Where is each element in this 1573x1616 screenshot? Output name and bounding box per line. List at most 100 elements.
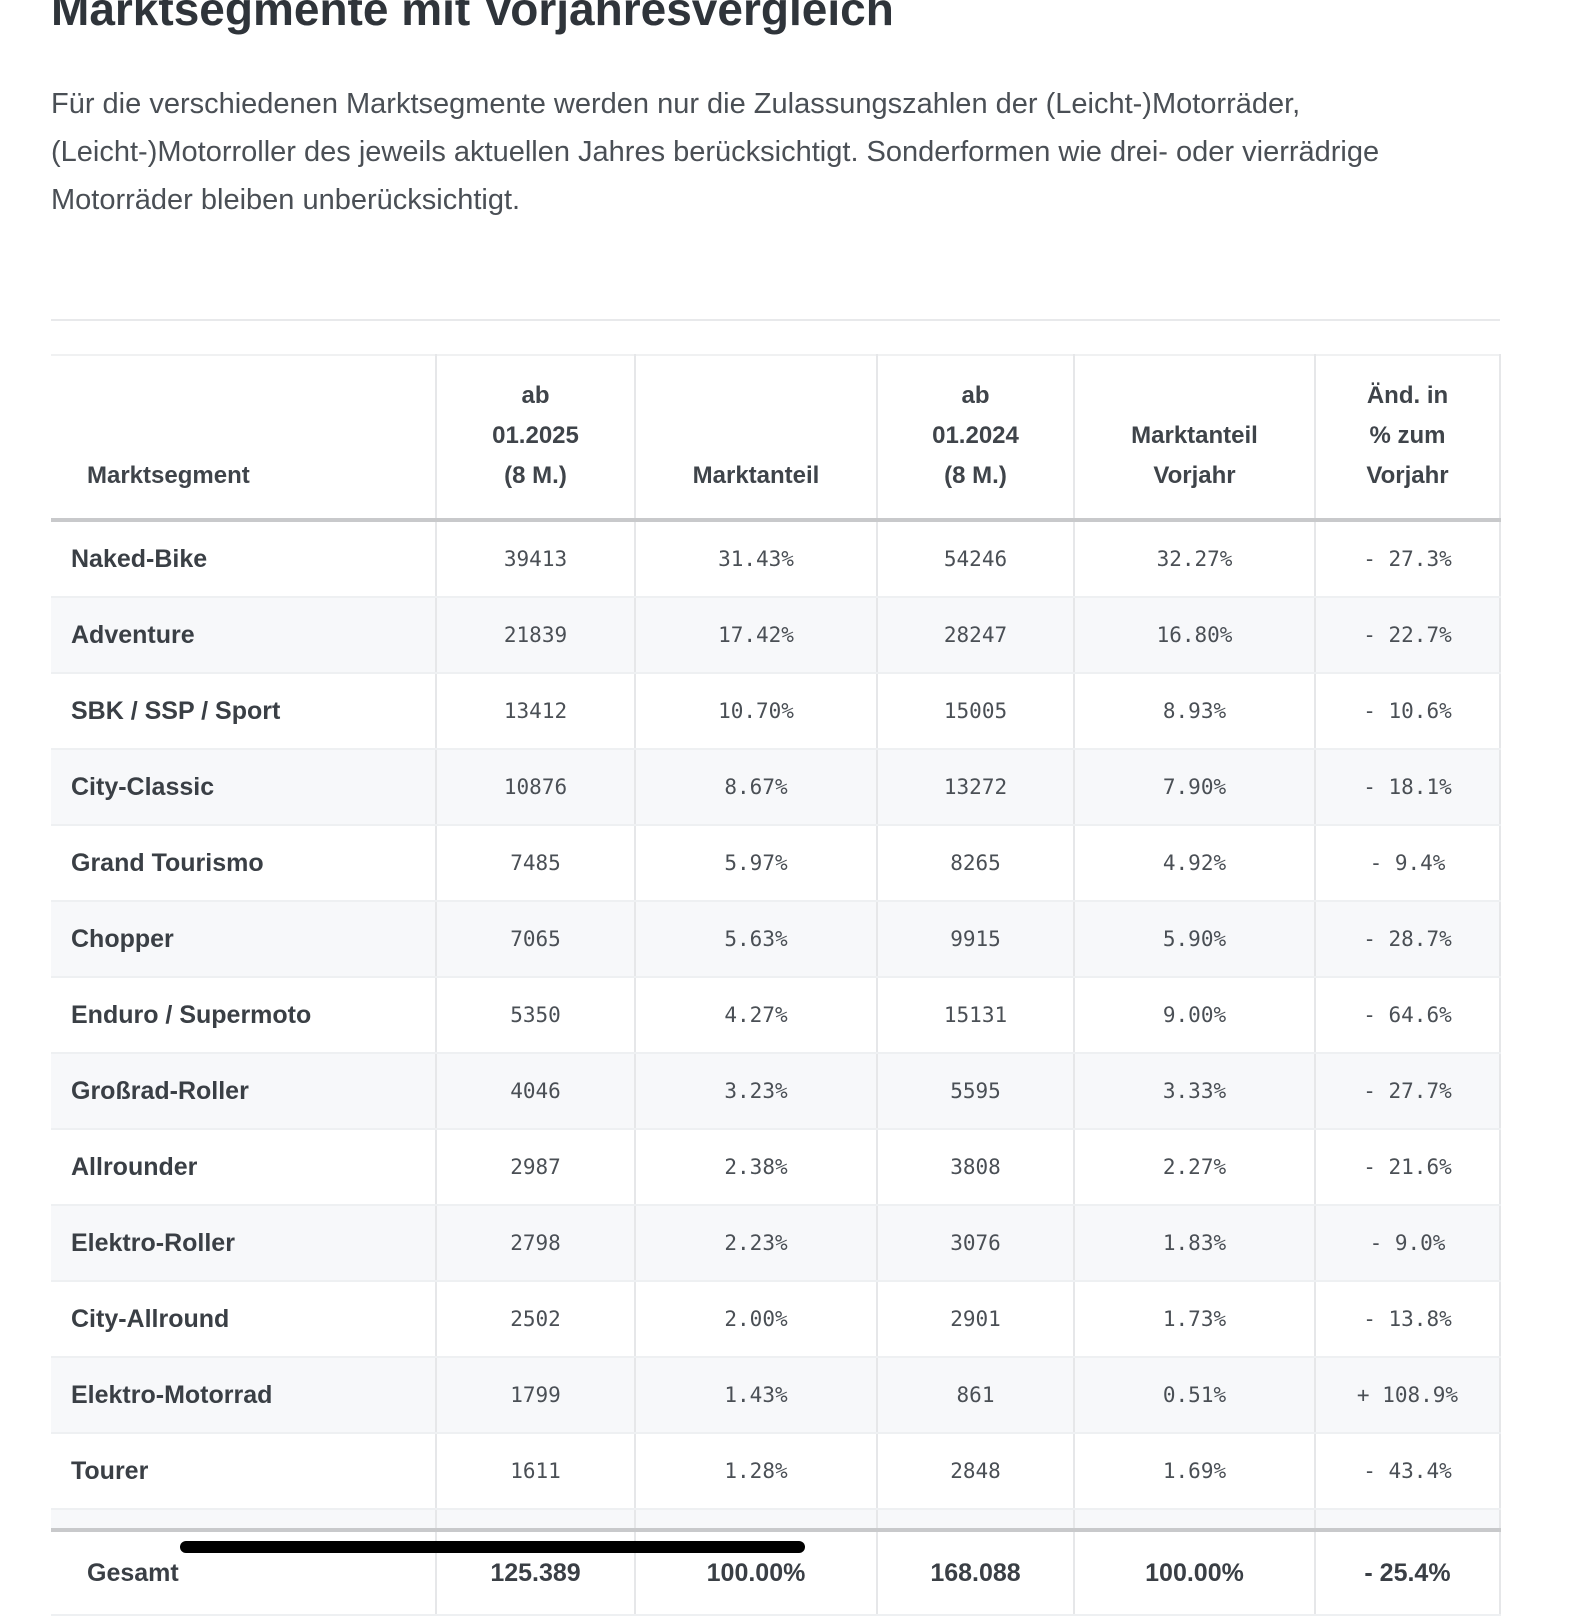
cell-value: 32.27%	[1074, 520, 1316, 598]
column-header-text: Vorjahr	[1153, 462, 1236, 489]
segment-name: Naked-Bike	[51, 520, 437, 598]
cell-value: 1.43%	[635, 1357, 878, 1434]
table-row: Grand Tourismo 7485 5.97% 8265 4.92% - 9.4%	[51, 825, 1501, 902]
table-row: City-Classic 10876 8.67% 13272 7.90% - 18.1%	[51, 749, 1501, 826]
cell-value: 1.73%	[1074, 1281, 1316, 1358]
cell-value: 1.83%	[1074, 1205, 1316, 1282]
cell-value: 17.42%	[635, 597, 878, 674]
cell-value: 4046	[436, 1053, 636, 1130]
cell-value: - 27.7%	[1315, 1053, 1501, 1130]
cell-value: 5.90%	[1074, 901, 1316, 978]
table-row: Elektro-Motorrad 1799 1.43% 861 0.51% + 108.9…	[51, 1357, 1501, 1434]
column-header: Marktanteil	[635, 354, 878, 520]
cell-value: - 9.0%	[1315, 1205, 1501, 1282]
segment-name: City-Classic	[51, 749, 437, 826]
cell-value: 13272	[877, 749, 1075, 826]
cell-value: 5350	[436, 977, 636, 1054]
table-row: Elektro-Roller 2798 2.23% 3076 1.83% - 9.0%	[51, 1205, 1501, 1282]
cell-value: - 28.7%	[1315, 901, 1501, 978]
empty-cell	[51, 1509, 437, 1531]
column-header-text: Marktsegment	[87, 462, 250, 489]
cell-value: 100.00%	[1074, 1530, 1316, 1616]
segment-name: Elektro-Roller	[51, 1205, 437, 1282]
cell-value: 168.088	[877, 1530, 1075, 1616]
home-indicator[interactable]	[180, 1541, 805, 1553]
column-header-text: (8 M.)	[944, 462, 1007, 489]
cell-value: 2.23%	[635, 1205, 878, 1282]
empty-cell	[436, 1509, 636, 1531]
table-row: Tourer 1611 1.28% 2848 1.69% - 43.4%	[51, 1433, 1501, 1510]
cell-value: 1.28%	[635, 1433, 878, 1510]
empty-cell	[1074, 1509, 1316, 1531]
cell-value: - 21.6%	[1315, 1129, 1501, 1206]
cell-value: 1.69%	[1074, 1433, 1316, 1510]
column-header-text: ab	[521, 382, 550, 409]
cell-value: 2.38%	[635, 1129, 878, 1206]
table-row: SBK / SSP / Sport 13412 10.70% 15005 8.93% - …	[51, 673, 1501, 750]
cell-value: 9915	[877, 901, 1075, 978]
cell-value: 8.67%	[635, 749, 878, 826]
cell-value: - 10.6%	[1315, 673, 1501, 750]
cell-value: 10.70%	[635, 673, 878, 750]
column-header-text: ab	[961, 382, 990, 409]
cell-value: 15005	[877, 673, 1075, 750]
column-header: Marktsegment	[51, 354, 437, 520]
segment-name: Adventure	[51, 597, 437, 674]
cell-value: - 13.8%	[1315, 1281, 1501, 1358]
table-row: Chopper 7065 5.63% 9915 5.90% - 28.7%	[51, 901, 1501, 978]
cell-value: 28247	[877, 597, 1075, 674]
cell-value: 3.23%	[635, 1053, 878, 1130]
cell-value: 7.90%	[1074, 749, 1316, 826]
cell-value: 2798	[436, 1205, 636, 1282]
column-header: ab 01.2024 (8 M.)	[877, 354, 1075, 520]
cell-value: 15131	[877, 977, 1075, 1054]
empty-cell	[635, 1509, 878, 1531]
cell-value: 5.63%	[635, 901, 878, 978]
cell-value: 9.00%	[1074, 977, 1316, 1054]
cell-value: - 25.4%	[1315, 1530, 1501, 1616]
page-title: Marktsegmente mit Vorjahresvergleich	[51, 0, 894, 35]
cell-value: 39413	[436, 520, 636, 598]
cell-value: 2502	[436, 1281, 636, 1358]
table-row: Allrounder 2987 2.38% 3808 2.27% - 21.6%	[51, 1129, 1501, 1206]
divider	[51, 319, 1500, 321]
segment-name: Elektro-Motorrad	[51, 1357, 437, 1434]
column-header: Marktanteil Vorjahr	[1074, 354, 1316, 520]
empty-cell	[1315, 1509, 1501, 1531]
cell-value: 3808	[877, 1129, 1075, 1206]
cell-value: 7485	[436, 825, 636, 902]
cell-value: + 108.9%	[1315, 1357, 1501, 1434]
cell-value: 21839	[436, 597, 636, 674]
column-header-text: 01.2024	[932, 422, 1019, 449]
spacer-row	[51, 1509, 1501, 1531]
column-header-text: Vorjahr	[1366, 462, 1449, 489]
column-header: ab 01.2025 (8 M.)	[436, 354, 636, 520]
cell-value: 2.27%	[1074, 1129, 1316, 1206]
cell-value: 8265	[877, 825, 1075, 902]
cell-value: 2987	[436, 1129, 636, 1206]
cell-value: 2848	[877, 1433, 1075, 1510]
cell-value: 16.80%	[1074, 597, 1316, 674]
segment-name: Großrad-Roller	[51, 1053, 437, 1130]
column-header-text: Marktanteil	[692, 462, 820, 489]
cell-value: - 27.3%	[1315, 520, 1501, 598]
cell-value: 1799	[436, 1357, 636, 1434]
cell-value: 7065	[436, 901, 636, 978]
segment-name: Enduro / Supermoto	[51, 977, 437, 1054]
cell-value: - 18.1%	[1315, 749, 1501, 826]
segment-name: Allrounder	[51, 1129, 437, 1206]
cell-value: 8.93%	[1074, 673, 1316, 750]
column-header-text: 01.2025	[492, 422, 579, 449]
table-header-row: Marktsegment ab 01.2025 (8 M.) Marktanteil ab…	[51, 354, 1501, 520]
cell-value: 13412	[436, 673, 636, 750]
cell-value: - 22.7%	[1315, 597, 1501, 674]
cell-value: 31.43%	[635, 520, 878, 598]
segment-name: Grand Tourismo	[51, 825, 437, 902]
table-row: Adventure 21839 17.42% 28247 16.80% - 22.7%	[51, 597, 1501, 674]
table-row: City-Allround 2502 2.00% 2901 1.73% - 13.8%	[51, 1281, 1501, 1358]
cell-value: 2901	[877, 1281, 1075, 1358]
segment-name: SBK / SSP / Sport	[51, 673, 437, 750]
cell-value: - 9.4%	[1315, 825, 1501, 902]
cell-value: 4.27%	[635, 977, 878, 1054]
empty-cell	[877, 1509, 1075, 1531]
